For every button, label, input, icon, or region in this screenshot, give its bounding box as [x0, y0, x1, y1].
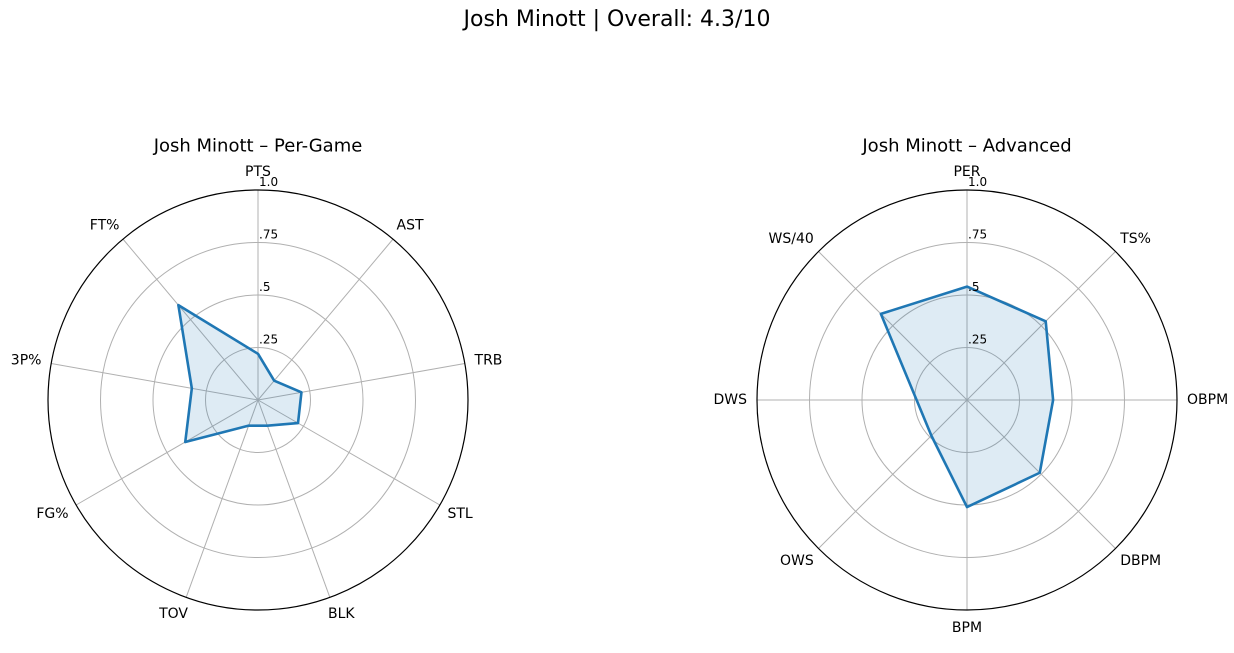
radial-tick-label: .5: [968, 280, 979, 294]
axis-label: TRB: [474, 352, 503, 368]
grid-circle: [100, 242, 416, 558]
radial-tick-label: 1.0: [259, 175, 278, 189]
axis-label: WS/40: [769, 231, 814, 247]
outer-frame: [47, 189, 469, 611]
axis-label: DBPM: [1120, 553, 1161, 569]
data-line: [879, 285, 1055, 509]
grid-circle: [152, 294, 364, 506]
axis-label: 3P%: [11, 352, 42, 368]
axis-label: OWS: [780, 553, 814, 569]
axis-label: FT%: [90, 217, 120, 233]
axis-label: BLK: [328, 606, 355, 622]
axis-label: TOV: [158, 606, 188, 622]
figure-title: Josh Minott | Overall: 4.3/10: [463, 7, 771, 32]
radial-tick-label: .25: [259, 333, 278, 347]
grid-circle: [205, 347, 311, 453]
data-area: [178, 305, 302, 442]
data-line: [177, 303, 303, 444]
data-area: [880, 286, 1054, 508]
radial-tick-label: 1.0: [968, 175, 987, 189]
axis-label: FG%: [36, 506, 68, 522]
subplot-title: Josh Minott – Advanced: [861, 136, 1071, 157]
grid-circle: [914, 347, 1020, 453]
axis-label: STL: [447, 506, 472, 522]
radial-tick-label: .25: [968, 333, 987, 347]
axis-label: TS%: [1119, 231, 1151, 247]
axis-label: OBPM: [1187, 392, 1228, 408]
axis-label: PER: [953, 164, 980, 180]
axis-label: AST: [397, 217, 424, 233]
grid-circle: [809, 242, 1125, 558]
radial-tick-label: .75: [968, 228, 987, 242]
subplot-title: Josh Minott – Per-Game: [153, 136, 363, 157]
outer-frame: [756, 189, 1178, 611]
radial-tick-label: .75: [259, 228, 278, 242]
radial-tick-label: .5: [259, 280, 270, 294]
axis-label: DWS: [713, 392, 747, 408]
axis-label: PTS: [245, 164, 271, 180]
axis-label: BPM: [952, 620, 982, 636]
